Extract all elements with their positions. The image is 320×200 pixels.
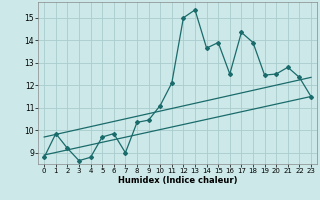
X-axis label: Humidex (Indice chaleur): Humidex (Indice chaleur) bbox=[118, 176, 237, 185]
